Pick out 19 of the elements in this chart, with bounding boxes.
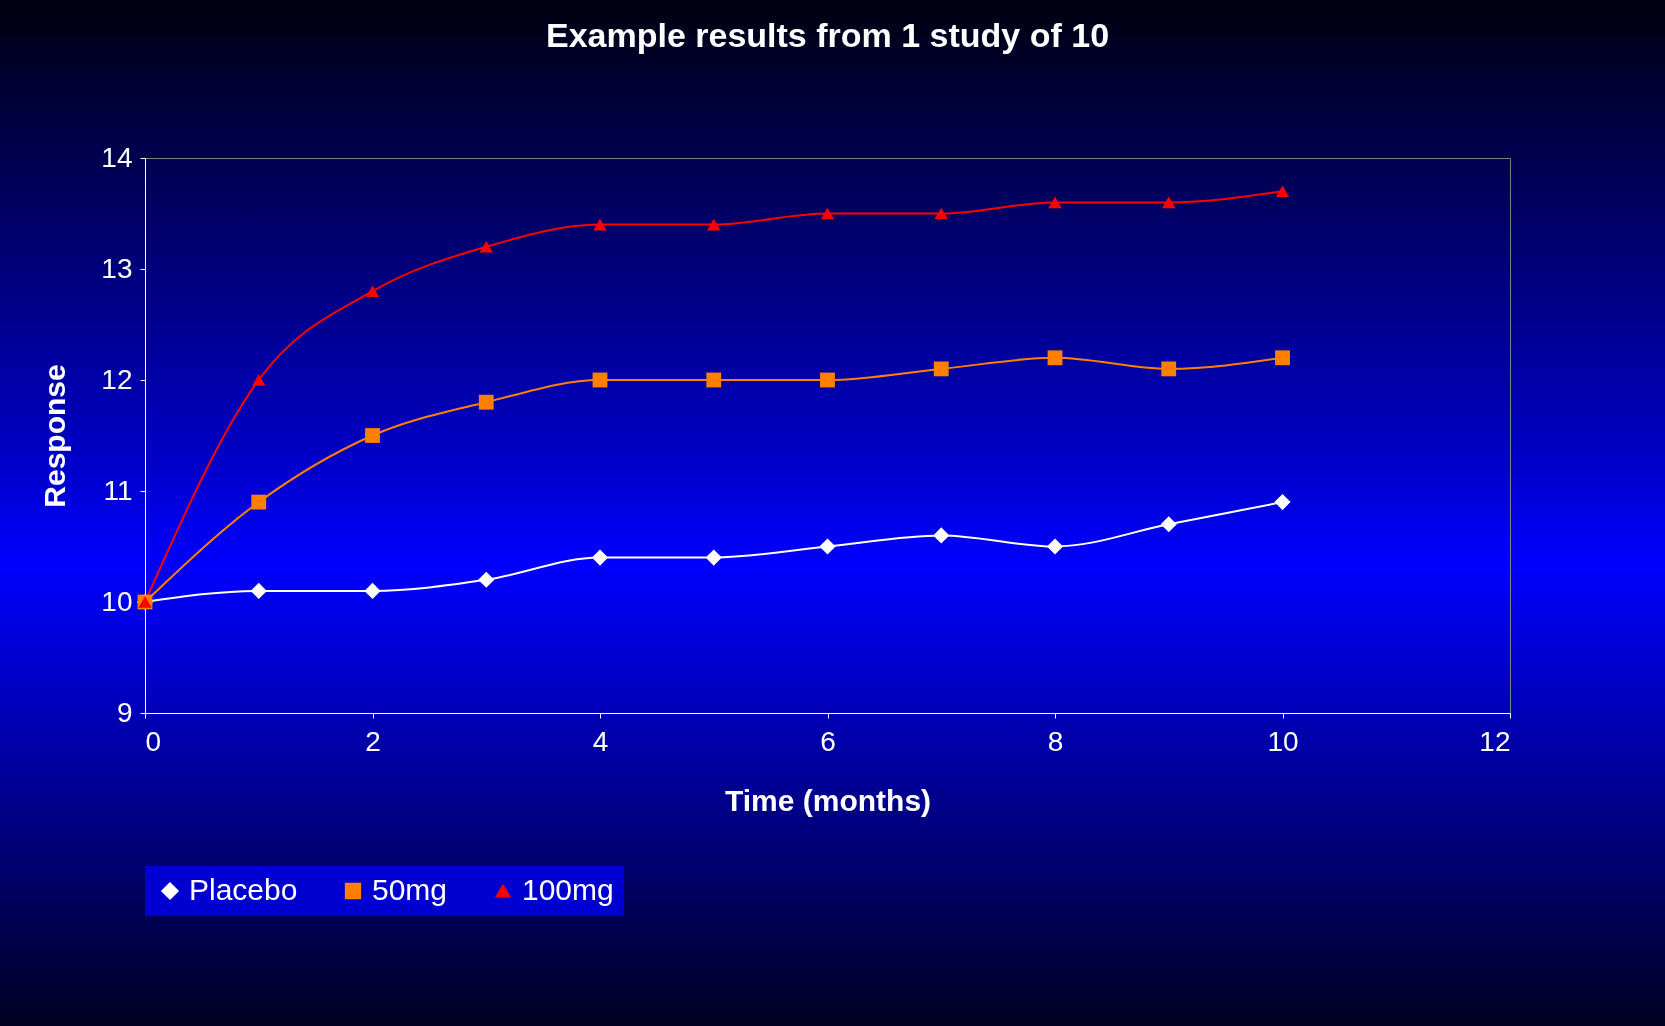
y-tick-label: 9 — [116, 696, 133, 728]
x-tick-label: 0 — [145, 725, 162, 757]
y-tick-label: 10 — [101, 585, 133, 617]
x-tick-label: 10 — [1267, 725, 1299, 757]
chart-title: Example results from 1 study of 10 — [545, 16, 1110, 54]
x-axis-title: Time (months) — [724, 783, 932, 817]
x-tick-label: 2 — [365, 725, 381, 757]
x-tick-label: 4 — [592, 725, 609, 757]
y-tick-label: 13 — [101, 252, 133, 284]
legend-label: Placebo — [189, 873, 298, 906]
legend-label: 100mg — [522, 873, 614, 906]
y-tick-label: 14 — [101, 141, 133, 173]
y-tick-label: 11 — [103, 474, 133, 506]
y-axis-title: Response — [38, 364, 72, 508]
x-tick-label: 12 — [1479, 725, 1511, 757]
legend-label: 50mg — [372, 873, 448, 906]
x-tick-label: 6 — [820, 725, 836, 757]
y-tick-label: 12 — [101, 363, 133, 395]
x-tick-label: 8 — [1047, 725, 1064, 757]
